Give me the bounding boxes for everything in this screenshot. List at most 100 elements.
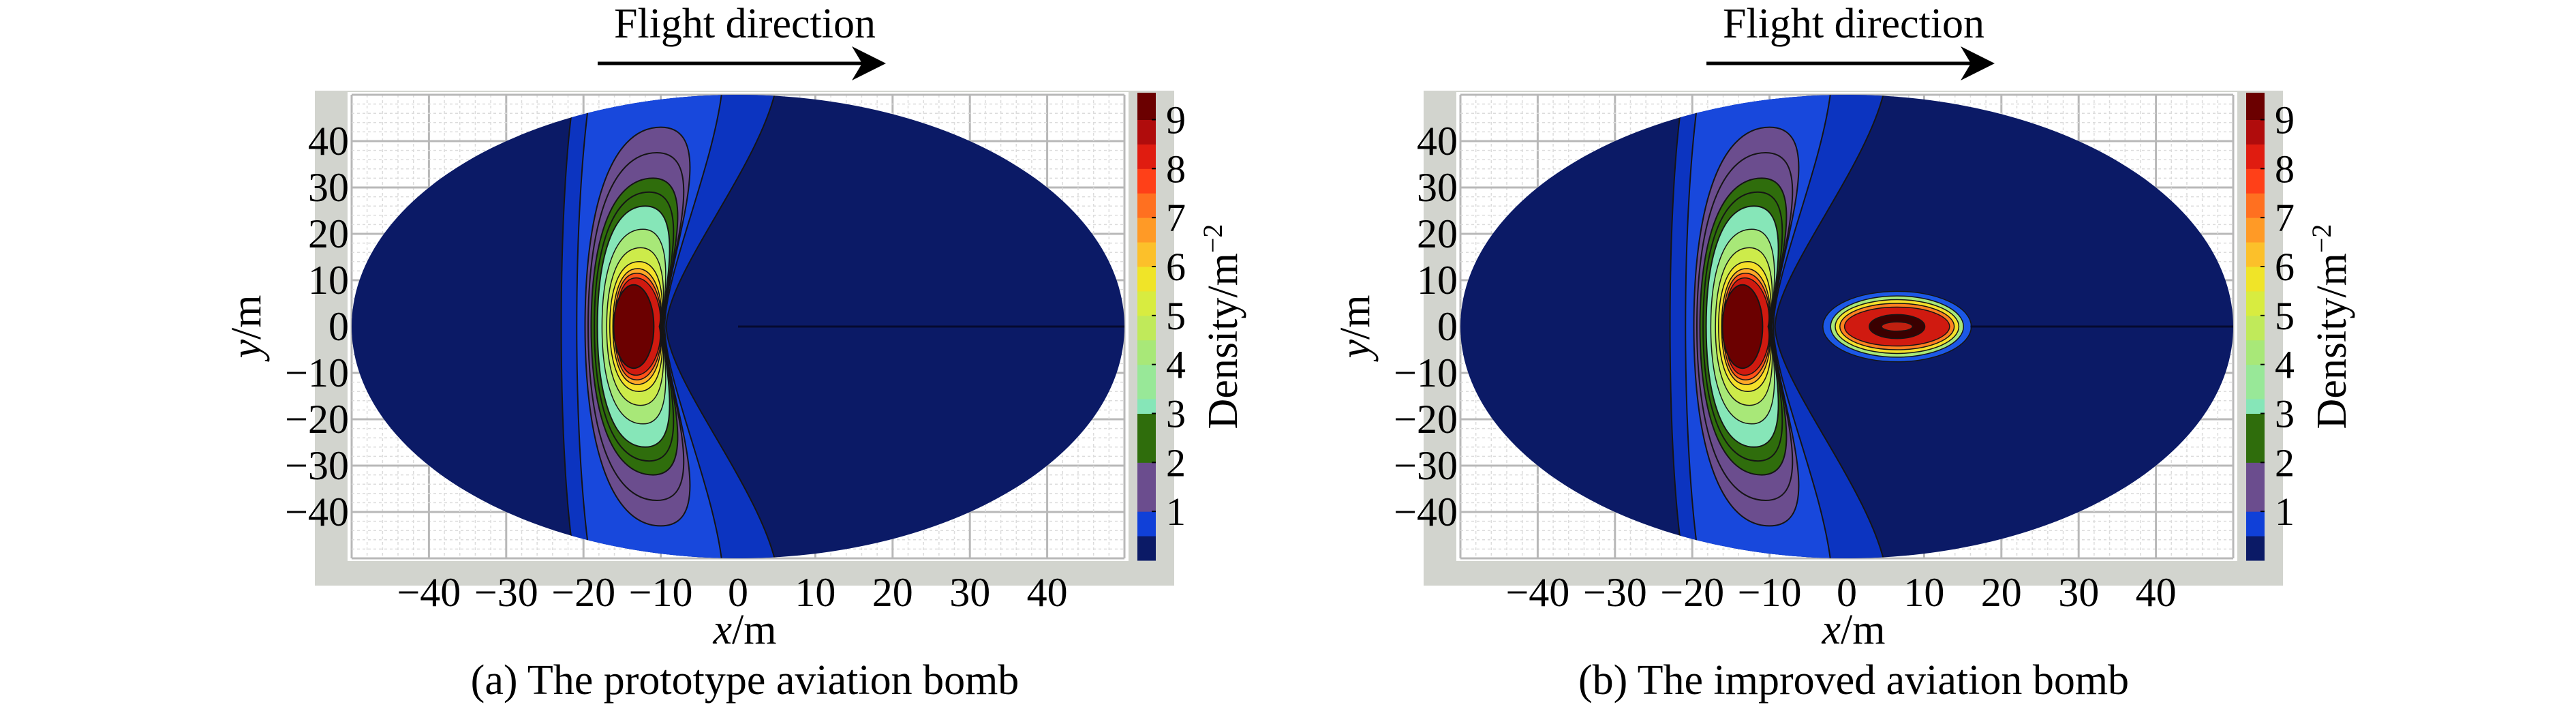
colorbar-tick-label: 3	[1166, 392, 1186, 436]
colorbar-band	[2246, 193, 2265, 218]
colorbar-band	[1137, 144, 1156, 169]
x-tick-label: −20	[551, 570, 615, 615]
colorbar-tick-label: 3	[2275, 392, 2295, 436]
colorbar-tick-label: 4	[2275, 343, 2295, 387]
x-axis-label: x/m	[713, 607, 777, 653]
colorbar-band	[2246, 511, 2265, 537]
colorbar-band	[2246, 413, 2265, 463]
x-tick-labels: −40 −30 −20 −10 0 10 20 30 40	[1505, 570, 2176, 615]
colorbar-band	[1137, 536, 1156, 561]
colorbar-band	[1137, 398, 1156, 414]
colorbar-band	[1137, 267, 1156, 292]
y-tick-label: 40	[308, 119, 349, 164]
y-tick-label: 20	[308, 211, 349, 256]
colorbar	[1137, 93, 1156, 561]
density-peak	[1721, 284, 1764, 369]
y-tick-label: 20	[1417, 211, 1458, 256]
flight-direction-label: Flight direction	[1723, 1, 1984, 47]
colorbar-tick-label: 1	[2275, 489, 2295, 534]
colorbar-tick-labels: 123 4 5 6 7 8 9	[1166, 98, 1186, 534]
colorbar-label: Density/m−2	[2306, 224, 2356, 429]
colorbar-band	[1137, 242, 1156, 267]
colorbar-band	[1137, 217, 1156, 243]
density-peak	[613, 284, 655, 369]
flight-direction-label: Flight direction	[614, 1, 876, 47]
colorbar-tick-label: 4	[1166, 343, 1186, 387]
x-tick-label: −10	[629, 570, 693, 615]
y-tick-label: 10	[1417, 258, 1458, 303]
panel-b: −40 −30 −20 −10 0 10 20 30 40 403020100−10−20−30…	[1332, 1, 2355, 704]
colorbar-tick-label: 9	[1166, 98, 1186, 142]
colorbar-tick-labels: 123 4 5 6 7 8 9	[2275, 98, 2295, 534]
colorbar-label: Density/m−2	[1197, 224, 1247, 429]
colorbar-band	[2246, 217, 2265, 243]
y-tick-label: −30	[285, 443, 349, 488]
colorbar-band	[2246, 93, 2265, 121]
x-tick-label: 40	[2136, 570, 2177, 615]
colorbar-band	[1137, 315, 1156, 341]
x-axis-label: x/m	[1822, 607, 1886, 653]
caption: (b) The improved aviation bomb	[1578, 657, 2129, 704]
y-tick-label: 0	[328, 304, 349, 349]
colorbar-band	[2246, 340, 2265, 365]
y-tick-label: 0	[1437, 304, 1458, 349]
y-tick-label: −40	[1394, 489, 1458, 534]
colorbar-band	[2246, 315, 2265, 341]
colorbar-band	[1137, 119, 1156, 145]
colorbar-band	[2246, 364, 2265, 399]
y-tick-label: 30	[308, 165, 349, 210]
x-tick-label: 10	[795, 570, 835, 615]
colorbar-band	[1137, 193, 1156, 218]
caption: (a) The prototype aviation bomb	[471, 657, 1019, 704]
y-tick-label: −20	[1394, 397, 1458, 442]
colorbar-band	[1137, 340, 1156, 365]
colorbar-band	[1137, 462, 1156, 512]
x-tick-label: 40	[1027, 570, 1068, 615]
colorbar-tick-label: 5	[2275, 294, 2295, 338]
colorbar-band	[2246, 242, 2265, 267]
density-contours	[1460, 95, 2233, 558]
y-tick-label: −10	[1394, 350, 1458, 395]
y-tick-label: −30	[1394, 443, 1458, 488]
colorbar-band	[1137, 511, 1156, 537]
colorbar-band	[2246, 462, 2265, 512]
y-axis-label: y/m	[1332, 295, 1379, 363]
colorbar-tick-label: 2	[1166, 440, 1186, 485]
x-tick-label: 30	[2058, 570, 2099, 615]
y-tick-label: −40	[285, 489, 349, 534]
colorbar	[2246, 93, 2265, 561]
colorbar-band	[2246, 398, 2265, 414]
y-tick-label: 10	[308, 258, 349, 303]
y-tick-label: 30	[1417, 165, 1458, 210]
panel-a: −40 −30 −20 −10 0 10 20 30 40 403020100−10−20−30…	[224, 1, 1246, 704]
x-tick-labels: −40 −30 −20 −10 0 10 20 30 40	[397, 570, 1067, 615]
colorbar-tick-label: 7	[2275, 196, 2295, 240]
colorbar-band	[2246, 168, 2265, 194]
colorbar-tick-label: 1	[1166, 489, 1186, 534]
colorbar-tick-label: 6	[1166, 245, 1186, 289]
y-tick-label: −20	[285, 397, 349, 442]
x-tick-label: −40	[397, 570, 461, 615]
x-tick-label: 0	[728, 570, 748, 615]
colorbar-band	[1137, 93, 1156, 121]
colorbar-tick-label: 2	[2275, 440, 2295, 485]
density-contours	[352, 95, 1124, 558]
x-tick-label: −30	[474, 570, 538, 615]
colorbar-band	[2246, 290, 2265, 316]
y-tick-label: 40	[1417, 119, 1458, 164]
x-tick-label: −20	[1660, 570, 1724, 615]
colorbar-band	[1137, 168, 1156, 194]
colorbar-tick-label: 8	[1166, 147, 1186, 191]
density-peak-ring	[1881, 321, 1914, 332]
colorbar-tick-label: 7	[1166, 196, 1186, 240]
x-tick-label: 20	[1981, 570, 2022, 615]
colorbar-band	[2246, 267, 2265, 292]
colorbar-band	[2246, 536, 2265, 561]
colorbar-tick-label: 6	[2275, 245, 2295, 289]
colorbar-tick-label: 5	[1166, 294, 1186, 338]
colorbar-band	[2246, 119, 2265, 145]
colorbar-tick-label: 9	[2275, 98, 2295, 142]
x-tick-label: −10	[1738, 570, 1802, 615]
